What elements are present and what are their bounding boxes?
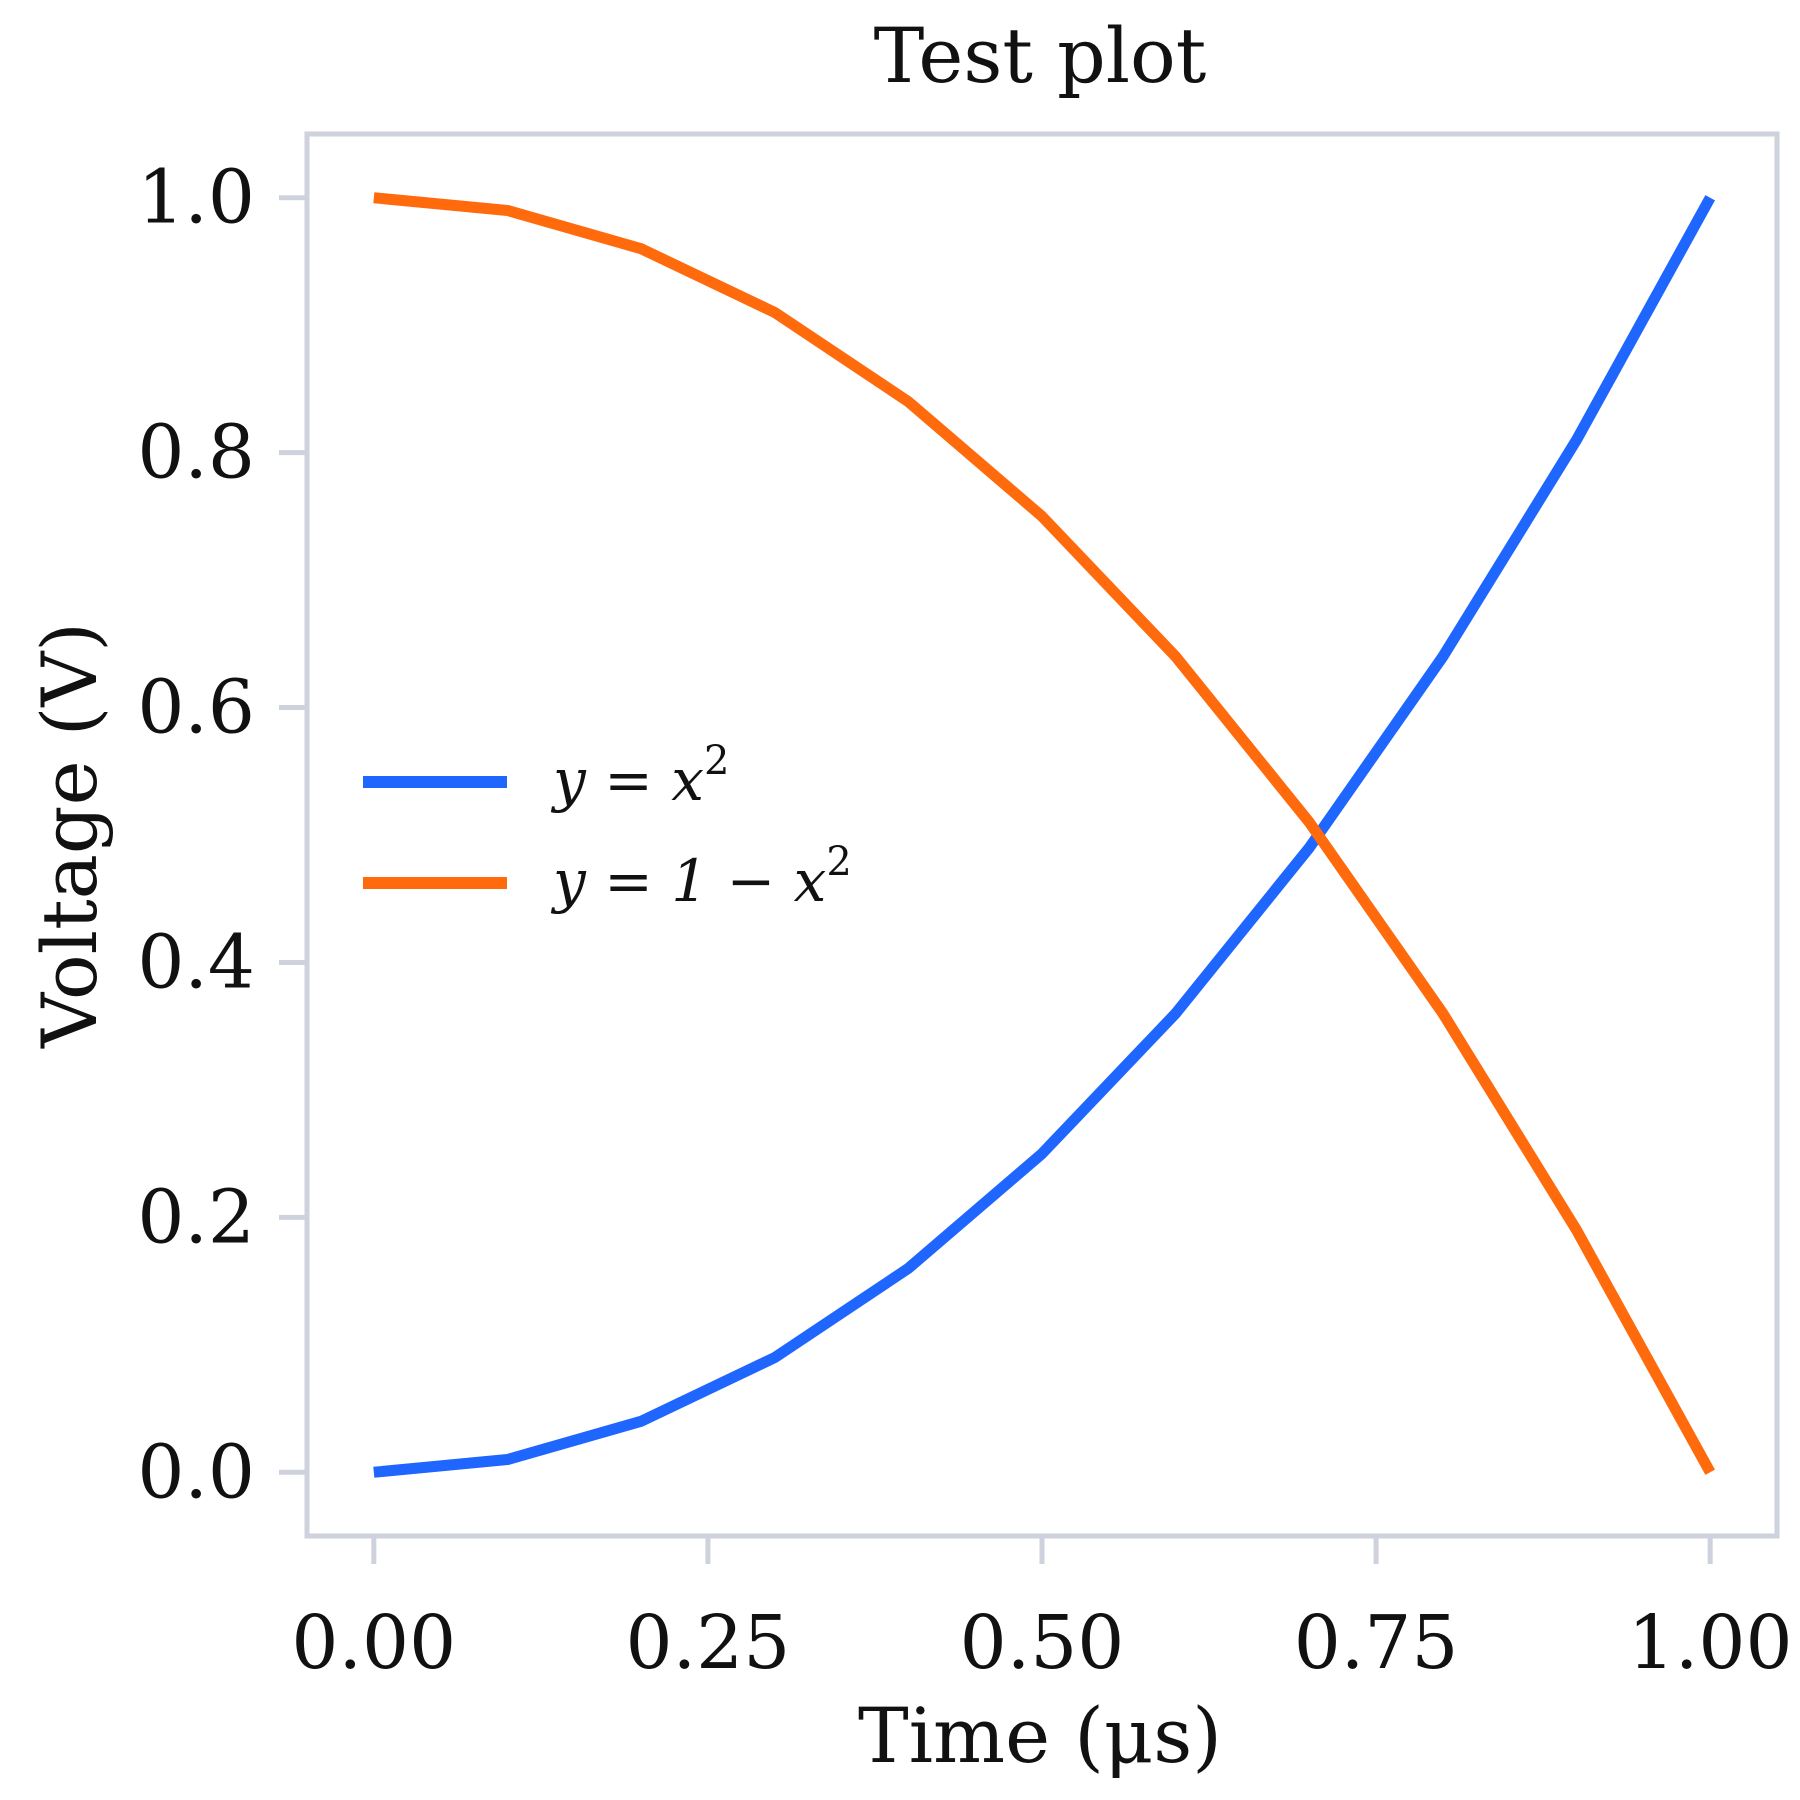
y-tick-label: 0.6	[137, 665, 255, 751]
y-axis-ticks: 0.0 0.2 0.4 0.6 0.8 1.0	[137, 155, 307, 1515]
x-axis-ticks: 0.00 0.25 0.50 0.75 1.00	[291, 1536, 1793, 1686]
legend-label-one-minus-x-squared: y = 1 − x2	[550, 839, 852, 915]
x-tick-label: 0.75	[1294, 1600, 1459, 1686]
x-tick-label: 0.00	[291, 1600, 456, 1686]
series-lines	[373, 192, 1715, 1478]
legend-label-x-squared: y = x2	[550, 738, 729, 814]
x-tick-label: 0.50	[960, 1600, 1125, 1686]
series-line-x-squared	[373, 195, 1715, 1478]
y-tick-label: 0.0	[137, 1429, 255, 1515]
chart-title: Test plot	[874, 11, 1207, 100]
y-tick-label: 0.2	[137, 1174, 255, 1260]
x-tick-label: 1.00	[1628, 1600, 1793, 1686]
x-tick-label: 0.25	[626, 1600, 791, 1686]
series-line-one-minus-x-squared	[373, 192, 1715, 1475]
legend: y = x2 y = 1 − x2	[363, 738, 852, 915]
y-tick-label: 0.8	[137, 410, 255, 496]
x-axis-label: Time (μs)	[858, 1691, 1222, 1780]
y-tick-label: 1.0	[137, 155, 255, 241]
plot-frame	[304, 131, 1780, 1539]
y-tick-label: 0.4	[137, 919, 255, 1005]
y-axis-label: Voltage (V)	[25, 622, 114, 1049]
